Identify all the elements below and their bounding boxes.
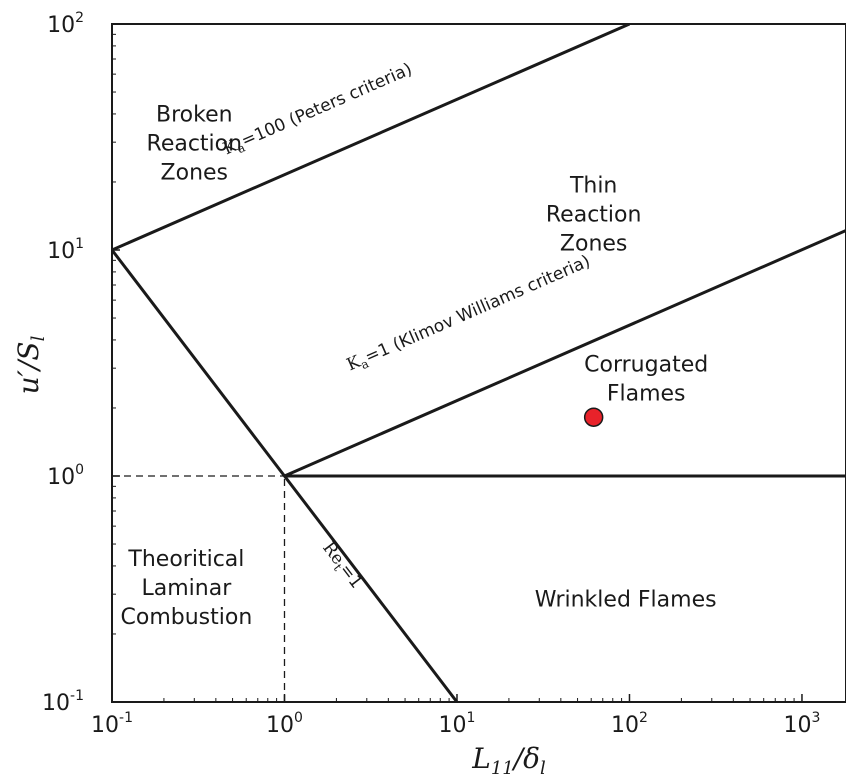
region-wrinkled: Wrinkled Flames [535, 587, 717, 612]
data-point [583, 407, 604, 427]
y-tick-label: 10-1 [42, 688, 84, 716]
line-ka1 [283, 229, 846, 478]
line-ka100 [112, 24, 631, 252]
x-tick-label: 102 [611, 710, 648, 738]
x-tick-label: 100 [266, 710, 303, 738]
plot-area: Ka=100 (Peters criteria)Ka=1 (Klimov Wil… [111, 23, 846, 703]
plot-frame [111, 23, 846, 703]
region-laminar: Theoritical Laminar Combustion [121, 547, 253, 630]
region-thin: Thin Reaction Zones [546, 173, 642, 256]
axis-labels: L11/δl u′/Sl [12, 335, 546, 778]
x-tick-label: 101 [439, 710, 476, 738]
y-tick-label: 100 [47, 462, 84, 490]
y-tick-label: 102 [47, 10, 84, 38]
x-tick-label: 103 [784, 710, 821, 738]
tick-labels: 10-1 100 101 102 103 10-1 100 101 102 [42, 10, 820, 738]
x-tick-label: 10-1 [91, 710, 133, 738]
line-label-re1: Ret=1 [317, 538, 367, 593]
y-tick-label: 101 [47, 236, 84, 264]
x-axis-label: L11/δl [471, 742, 546, 778]
region-broken: Broken Reaction Zones [147, 103, 243, 186]
line-label-ka100: Ka=100 (Peters criteria) [220, 59, 416, 161]
region-corrugated: Corrugated Flames [584, 352, 708, 406]
y-axis-label: u′/Sl [12, 335, 49, 394]
